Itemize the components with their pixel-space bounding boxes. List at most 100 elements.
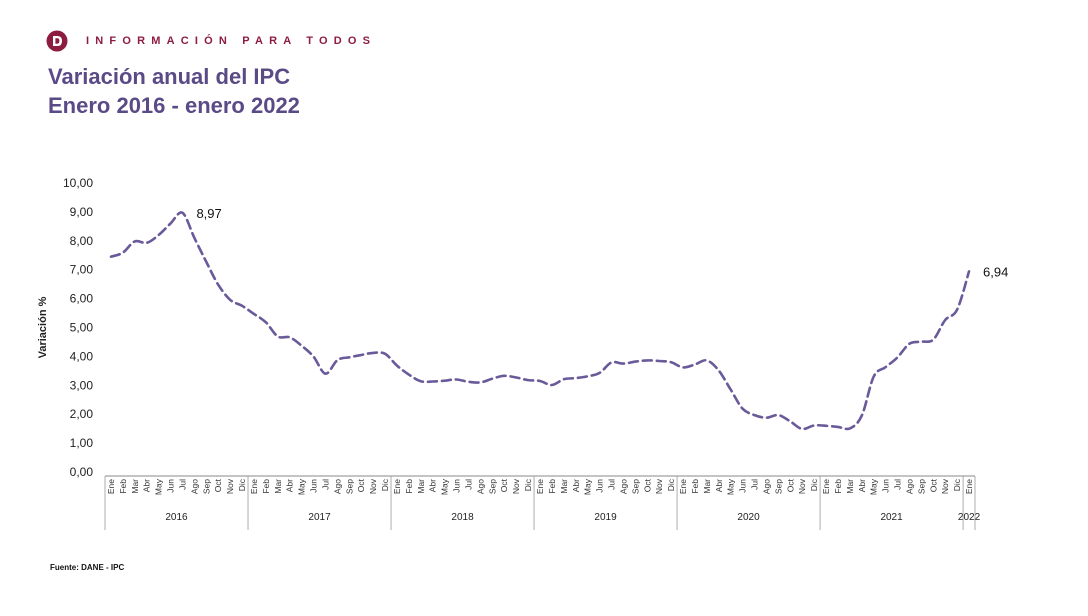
x-tick-label: Ago [475, 479, 485, 494]
x-tick-label: Mar [702, 479, 712, 494]
x-tick-label: Abr [571, 479, 581, 492]
x-tick-label: Ene [106, 479, 116, 494]
y-tick-label: 8,00 [70, 234, 94, 248]
x-tick-label: Ago [332, 479, 342, 494]
x-tick-label: Nov [654, 478, 664, 494]
x-tick-label: Jul [893, 479, 903, 490]
x-tick-label: Ago [761, 479, 771, 494]
y-tick-label: 3,00 [70, 378, 94, 392]
x-group-label: 2018 [451, 512, 474, 523]
x-tick-label: Mar [273, 479, 283, 494]
chart-title: Variación anual del IPC [48, 64, 291, 89]
x-tick-label: Nov [797, 478, 807, 494]
x-tick-label: Jul [750, 479, 760, 490]
x-tick-label: Ago [618, 479, 628, 494]
x-group-label: 2017 [308, 512, 331, 523]
source-note: Fuente: DANE - IPC [50, 563, 125, 572]
x-tick-label: Jun [738, 479, 748, 493]
x-group-label: 2016 [165, 512, 188, 523]
brand-header: INFORMACIÓN PARA TODOS [46, 30, 376, 52]
x-tick-label: Ene [821, 479, 831, 494]
data-label: 8,97 [196, 206, 221, 221]
y-tick-label: 4,00 [70, 349, 94, 363]
x-tick-label: Sep [344, 479, 354, 494]
y-tick-label: 7,00 [70, 263, 94, 277]
x-group-label: 2019 [594, 512, 617, 523]
x-tick-label: Ene [392, 479, 402, 494]
x-tick-label: Oct [642, 478, 652, 492]
x-tick-label: Sep [487, 479, 497, 494]
x-tick-label: Nov [225, 478, 235, 494]
x-tick-label: Abr [428, 479, 438, 492]
x-tick-label: Feb [690, 479, 700, 494]
x-tick-label: Dic [380, 478, 390, 491]
x-tick-label: Oct [928, 478, 938, 492]
x-tick-label: Oct [213, 478, 223, 492]
x-group-label: 2021 [880, 512, 903, 523]
x-tick-label: Jul [607, 479, 617, 490]
x-tick-label: Sep [630, 479, 640, 494]
x-tick-label: Abr [714, 479, 724, 492]
x-tick-label: Ene [964, 479, 974, 494]
x-tick-label: Jun [166, 479, 176, 493]
x-tick-label: May [440, 478, 450, 495]
x-tick-label: Jun [309, 479, 319, 493]
x-tick-label: Ago [904, 479, 914, 494]
x-tick-label: Jul [463, 479, 473, 490]
x-tick-label: May [154, 478, 164, 495]
x-tick-label: Ene [678, 479, 688, 494]
x-tick-label: Sep [773, 479, 783, 494]
x-tick-label: Dic [809, 478, 819, 491]
x-tick-label: Mar [130, 479, 140, 494]
x-tick-label: Jun [452, 479, 462, 493]
data-label: 6,94 [983, 264, 1008, 279]
x-tick-label: Ene [535, 479, 545, 494]
x-tick-label: Jul [177, 479, 187, 490]
x-tick-label: Oct [785, 478, 795, 492]
x-tick-label: Feb [118, 479, 128, 494]
x-tick-label: Dic [237, 478, 247, 491]
x-tick-label: Abr [857, 479, 867, 492]
y-tick-label: 10,00 [63, 176, 93, 190]
x-tick-label: Feb [833, 479, 843, 494]
y-tick-label: 2,00 [70, 407, 94, 421]
x-tick-label: Nov [368, 478, 378, 494]
x-tick-label: May [869, 478, 879, 495]
y-axis-label: Variación % [37, 296, 49, 358]
y-tick-label: 9,00 [70, 205, 94, 219]
y-tick-label: 6,00 [70, 292, 94, 306]
dane-logo-icon [46, 30, 68, 52]
x-tick-label: Feb [261, 479, 271, 494]
y-tick-label: 1,00 [70, 436, 94, 450]
x-tick-label: Sep [916, 479, 926, 494]
x-tick-label: Nov [940, 478, 950, 494]
x-tick-label: Feb [547, 479, 557, 494]
x-tick-label: May [583, 478, 593, 495]
series-line-ipc [109, 211, 971, 431]
x-group-label: 2022 [958, 512, 981, 523]
x-tick-label: Feb [404, 479, 414, 494]
y-tick-label: 5,00 [70, 321, 94, 335]
x-tick-label: Oct [356, 478, 366, 492]
x-tick-label: Sep [201, 479, 211, 494]
x-tick-label: May [726, 478, 736, 495]
x-tick-label: Mar [559, 479, 569, 494]
chart-subtitle: Enero 2016 - enero 2022 [48, 93, 300, 118]
x-tick-label: May [297, 478, 307, 495]
x-tick-label: Dic [523, 478, 533, 491]
x-tick-label: Ago [189, 479, 199, 494]
x-tick-label: Oct [499, 478, 509, 492]
x-tick-label: Jun [595, 479, 605, 493]
x-tick-label: Jun [881, 479, 891, 493]
x-tick-label: Abr [142, 479, 152, 492]
x-tick-label: Mar [845, 479, 855, 494]
x-tick-label: Abr [285, 479, 295, 492]
x-tick-label: Jul [320, 479, 330, 490]
x-tick-label: Dic [666, 478, 676, 491]
chart-title-block: Variación anual del IPC Enero 2016 - ene… [48, 62, 300, 120]
x-tick-label: Dic [952, 478, 962, 491]
x-tick-label: Nov [511, 478, 521, 494]
brand-tagline: INFORMACIÓN PARA TODOS [86, 35, 377, 47]
x-tick-label: Mar [416, 479, 426, 494]
